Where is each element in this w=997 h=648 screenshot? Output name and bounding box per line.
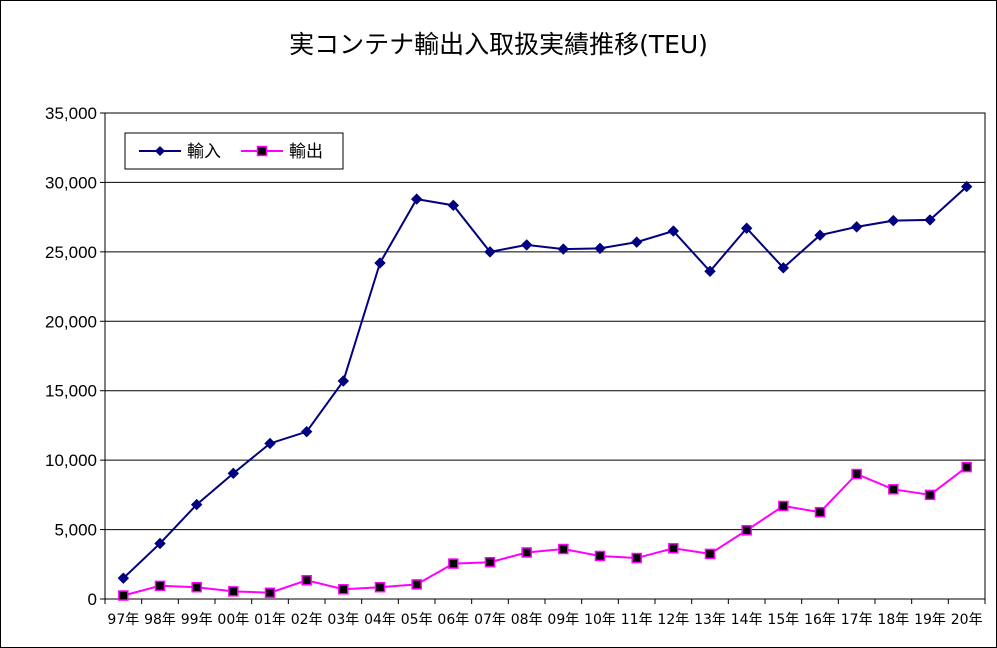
legend-marker-export bbox=[256, 145, 268, 157]
data-point bbox=[410, 193, 423, 205]
data-point bbox=[191, 581, 202, 593]
series-line bbox=[123, 466, 968, 597]
data-point bbox=[557, 243, 570, 255]
data-point bbox=[594, 242, 606, 255]
data-point bbox=[154, 537, 166, 550]
y-tick-label: 0 bbox=[88, 590, 97, 609]
y-axis-ticks: 0 5,000 10,000 15,000 20,000 25,000 30,000 35,0… bbox=[45, 104, 105, 609]
chart-title: 実コンテナ輸出入取扱実績推移(TEU) bbox=[289, 30, 708, 59]
data-point bbox=[814, 506, 826, 518]
data-point bbox=[520, 239, 533, 251]
data-point bbox=[704, 548, 716, 560]
legend-label-export: 輸出 bbox=[289, 142, 323, 162]
x-tick-label: 12年 bbox=[657, 612, 689, 628]
x-tick-label: 09年 bbox=[547, 612, 579, 628]
data-point bbox=[888, 484, 899, 495]
data-point bbox=[741, 525, 752, 536]
data-point bbox=[851, 468, 862, 480]
x-tick-label: 13年 bbox=[694, 612, 726, 628]
data-point bbox=[264, 437, 276, 450]
series-line bbox=[122, 185, 968, 579]
x-tick-label: 03年 bbox=[327, 612, 359, 628]
data-point bbox=[594, 550, 606, 562]
x-tick-label: 99年 bbox=[181, 612, 213, 628]
x-tick-label: 16年 bbox=[804, 612, 836, 628]
data-point bbox=[667, 225, 680, 237]
y-tick-label: 10,000 bbox=[45, 451, 97, 470]
x-tick-label: 19年 bbox=[914, 612, 946, 628]
y-tick-label: 35,000 bbox=[45, 104, 97, 123]
x-tick-label: 04年 bbox=[364, 612, 396, 628]
data-point bbox=[337, 375, 350, 387]
x-tick-label: 18年 bbox=[877, 612, 909, 628]
series bbox=[117, 180, 973, 601]
data-point bbox=[190, 498, 203, 511]
x-tick-label: 02年 bbox=[291, 612, 323, 628]
x-tick-label: 98年 bbox=[144, 612, 176, 628]
x-tick-label: 10年 bbox=[584, 612, 616, 628]
data-point bbox=[924, 214, 936, 226]
data-point bbox=[960, 180, 973, 193]
data-point bbox=[924, 489, 936, 501]
data-point bbox=[117, 572, 130, 584]
series-export bbox=[118, 461, 972, 601]
data-point bbox=[484, 246, 496, 258]
data-point bbox=[558, 543, 569, 555]
data-point bbox=[704, 265, 716, 278]
data-point bbox=[777, 262, 790, 274]
x-tick-label: 14年 bbox=[731, 612, 763, 628]
data-point bbox=[887, 214, 900, 227]
y-tick-label: 5,000 bbox=[54, 521, 97, 540]
data-point bbox=[668, 543, 679, 554]
x-tick-label: 01年 bbox=[254, 612, 286, 628]
y-tick-label: 30,000 bbox=[45, 173, 97, 192]
legend-label-import: 輸入 bbox=[187, 142, 221, 162]
data-point bbox=[300, 425, 313, 438]
legend-marker-import bbox=[155, 146, 165, 156]
data-point bbox=[447, 199, 460, 212]
x-tick-label: 17年 bbox=[841, 612, 873, 628]
data-point bbox=[850, 221, 863, 233]
data-point bbox=[374, 257, 386, 269]
x-tick-label: 97年 bbox=[107, 612, 139, 628]
x-tick-label: 08年 bbox=[511, 612, 543, 628]
x-tick-label: 00年 bbox=[217, 612, 249, 628]
data-point bbox=[338, 584, 349, 595]
data-point bbox=[630, 236, 643, 248]
data-point bbox=[484, 556, 496, 568]
legend: 輸入 輸出 bbox=[124, 132, 344, 170]
data-point bbox=[521, 547, 532, 558]
data-point bbox=[227, 467, 240, 480]
data-point bbox=[740, 222, 753, 234]
data-point bbox=[301, 575, 312, 586]
x-tick-label: 11年 bbox=[621, 612, 653, 628]
data-point bbox=[814, 229, 826, 241]
series-import bbox=[117, 180, 973, 584]
data-point bbox=[778, 500, 789, 512]
y-tick-label: 20,000 bbox=[45, 312, 97, 331]
data-point bbox=[448, 558, 459, 569]
data-point bbox=[118, 590, 129, 601]
data-point bbox=[961, 461, 972, 473]
x-tick-label: 15年 bbox=[767, 612, 799, 628]
y-tick-label: 25,000 bbox=[45, 243, 97, 262]
data-point bbox=[154, 580, 166, 592]
data-point bbox=[631, 552, 642, 564]
x-tick-label: 07年 bbox=[474, 612, 506, 628]
data-point bbox=[411, 579, 422, 590]
x-axis-ticks: 97年 98年 99年 00年 01年 02年 03年 04年 05年 06年 07年 08年 09年 1… bbox=[104, 599, 986, 628]
x-tick-label: 06年 bbox=[437, 612, 469, 628]
data-point bbox=[264, 587, 276, 599]
x-tick-label: 05年 bbox=[401, 612, 433, 628]
data-point bbox=[228, 586, 239, 597]
x-tick-label: 20年 bbox=[951, 612, 983, 628]
gridlines bbox=[105, 181, 985, 531]
data-point bbox=[374, 581, 386, 593]
y-tick-label: 15,000 bbox=[45, 382, 97, 401]
plot-area bbox=[104, 112, 986, 600]
